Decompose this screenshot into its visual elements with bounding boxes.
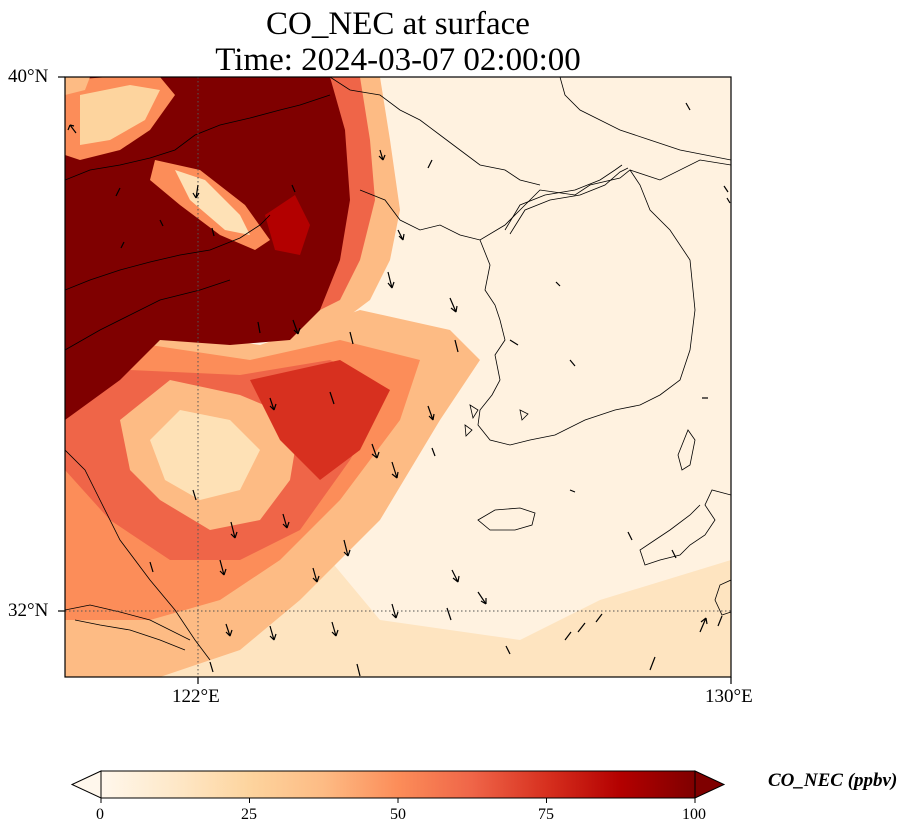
colorbar [70, 770, 726, 803]
colorbar-tick-100: 100 [682, 806, 706, 823]
colorbar-extend-max [694, 770, 726, 799]
colorbar-tick-25: 25 [241, 806, 257, 823]
coastlines [65, 77, 731, 661]
lon-tick-130: 130°E [705, 686, 753, 707]
colorbar-gradient [101, 771, 695, 798]
wind-vectors [67, 102, 731, 677]
lon-tick-122: 122°E [172, 686, 220, 707]
colorbar-tick-75: 75 [538, 806, 554, 823]
concentration-field [65, 77, 731, 677]
lat-tick-40: 40°N [8, 66, 49, 87]
map-title-line2: Time: 2024-03-07 02:00:00 [215, 42, 581, 78]
gridlines [65, 77, 731, 677]
map-frame [64, 76, 732, 678]
colorbar-extend-min [70, 770, 102, 799]
colorbar-tick-50: 50 [390, 806, 406, 823]
colorbar-tick-0: 0 [96, 806, 104, 823]
axis-tick-marks [58, 76, 732, 684]
colorbar-label: CO_NEC (ppbv) [768, 770, 898, 791]
lat-tick-32: 32°N [8, 600, 49, 621]
map-title-line1: CO_NEC at surface [266, 6, 530, 42]
